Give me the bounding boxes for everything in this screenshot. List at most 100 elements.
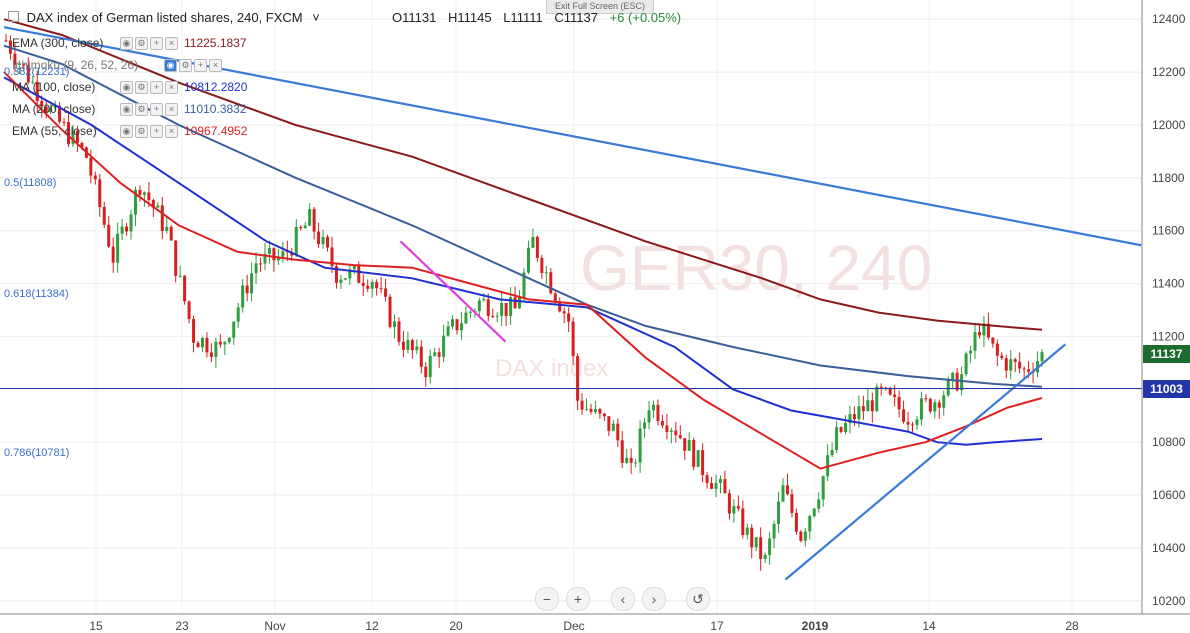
indicator-controls: ◉ ⚙ + × [120, 36, 178, 50]
fib-label-0-786: 0.786(10781) [4, 447, 70, 459]
indicator-line[interactable] [3, 18, 1043, 331]
chevron-down-icon[interactable]: ˅ [312, 10, 320, 25]
indicator-value: 11225.1837 [184, 36, 247, 50]
candle-body [669, 430, 673, 432]
price-tick-label: 10800 [1152, 435, 1186, 449]
eye-icon[interactable]: ◉ [164, 58, 177, 72]
eye-icon[interactable]: ◉ [120, 36, 133, 50]
indicator-name: MA (100, close) [12, 80, 96, 94]
candle-body [634, 462, 638, 464]
candle-body [522, 272, 526, 298]
price-tick-label: 11600 [1152, 224, 1185, 238]
indicator-controls: ◉ ⚙ + × [120, 80, 178, 94]
candle-body [759, 537, 763, 559]
eye-icon[interactable]: ◉ [120, 102, 133, 116]
candle-body [22, 63, 26, 66]
more-icon[interactable]: + [150, 36, 163, 50]
candle-body [379, 288, 383, 290]
low-value: L11111 [503, 10, 543, 25]
more-icon[interactable]: + [150, 124, 163, 138]
price-tick-label: 11200 [1152, 329, 1185, 343]
candle-body [165, 226, 169, 231]
candle-body [80, 142, 84, 148]
price-tick-label: 12200 [1152, 65, 1186, 79]
time-axis[interactable]: 15 23 Nov 12 20 Dec 17 2019 14 28 [89, 619, 1079, 633]
candle-body [442, 335, 446, 357]
candle-body [245, 285, 249, 294]
reset-chart-button[interactable]: ↺ [686, 587, 710, 611]
candle-body [526, 247, 530, 273]
indicator-row-ema55[interactable]: EMA (55, close) ◉ ⚙ + × 10967.4952 [12, 124, 247, 138]
indicator-row-ma200[interactable]: MA (200, close) ◉ ⚙ + × 11010.3832 [12, 102, 247, 116]
candle-body [942, 395, 946, 408]
candle-body [777, 501, 781, 524]
close-icon[interactable]: × [165, 36, 178, 50]
indicator-line[interactable] [3, 71, 1043, 470]
candle-body [330, 247, 334, 267]
gear-icon[interactable]: ⚙ [135, 36, 148, 50]
candle-body [375, 281, 379, 289]
indicator-row-ichimoku[interactable]: Ichimoku (9, 26, 52, 26) ◉ ⚙ + × [12, 58, 228, 72]
close-icon[interactable]: × [209, 58, 222, 72]
symbol-title[interactable]: DAX index of German listed shares, 240, … [8, 10, 326, 25]
gear-icon[interactable]: ⚙ [179, 58, 192, 72]
candle-body [977, 332, 981, 336]
candle-body [160, 205, 164, 231]
indicator-value: 11010.3832 [184, 102, 247, 116]
price-tick-label: 12000 [1152, 118, 1186, 132]
candle-body [745, 527, 749, 535]
indicator-row-ema300[interactable]: EMA (300, close) ◉ ⚙ + × 11225.1837 [12, 36, 247, 50]
current-price-tag: 11137 [1143, 345, 1190, 363]
more-icon[interactable]: + [194, 58, 207, 72]
candle-body [1000, 355, 1004, 359]
candle-body [607, 416, 611, 431]
more-icon[interactable]: + [150, 80, 163, 94]
fib-label-0-618: 0.618(11384) [4, 288, 69, 300]
trendline[interactable] [784, 343, 1067, 581]
candle-body [995, 343, 999, 356]
candle-body [102, 207, 106, 225]
price-tick-label: 10400 [1152, 541, 1186, 555]
indicator-row-ma100[interactable]: MA (100, close) ◉ ⚙ + × 10812.2820 [12, 80, 247, 94]
candle-body [585, 408, 589, 410]
candle-body [334, 266, 338, 283]
candle-body [928, 398, 932, 412]
close-icon[interactable]: × [165, 80, 178, 94]
time-tick-label: 17 [710, 619, 724, 633]
scroll-right-button[interactable]: › [642, 587, 666, 611]
exit-fullscreen-button[interactable]: Exit Full Screen (ESC) [546, 0, 654, 14]
price-axis[interactable]: 1240012200120001180011600114001120011000… [1152, 12, 1186, 608]
candle-body [674, 430, 678, 436]
close-icon[interactable]: × [165, 124, 178, 138]
candle-body [281, 251, 285, 257]
scroll-left-button[interactable]: ‹ [611, 587, 635, 611]
zoom-in-button[interactable]: + [566, 587, 590, 611]
trendline[interactable] [3, 26, 1142, 247]
gear-icon[interactable]: ⚙ [135, 80, 148, 94]
eye-icon[interactable]: ◉ [120, 80, 133, 94]
eye-icon[interactable]: ◉ [120, 124, 133, 138]
gear-icon[interactable]: ⚙ [135, 124, 148, 138]
candle-body [384, 288, 388, 297]
candle-body [808, 516, 812, 532]
candle-body [799, 531, 803, 541]
time-tick-label: 15 [89, 619, 103, 633]
candle-body [183, 275, 187, 302]
open-value: O11131 [392, 10, 437, 25]
candle-body [401, 341, 405, 350]
zoom-out-button[interactable]: − [535, 587, 559, 611]
more-icon[interactable]: + [150, 102, 163, 116]
gear-icon[interactable]: ⚙ [135, 102, 148, 116]
candle-body [1040, 352, 1044, 362]
trendline[interactable] [399, 240, 507, 343]
extra-level-label: 0.382(12231) [4, 66, 70, 78]
candle-body [1009, 359, 1013, 371]
indicator-name: MA (200, close) [12, 102, 96, 116]
candle-body [902, 409, 906, 422]
candle-body [397, 321, 401, 342]
time-tick-label: 2019 [802, 619, 829, 633]
close-icon[interactable]: × [165, 102, 178, 116]
candle-body [830, 450, 834, 456]
indicator-value: 10812.2820 [184, 80, 248, 94]
